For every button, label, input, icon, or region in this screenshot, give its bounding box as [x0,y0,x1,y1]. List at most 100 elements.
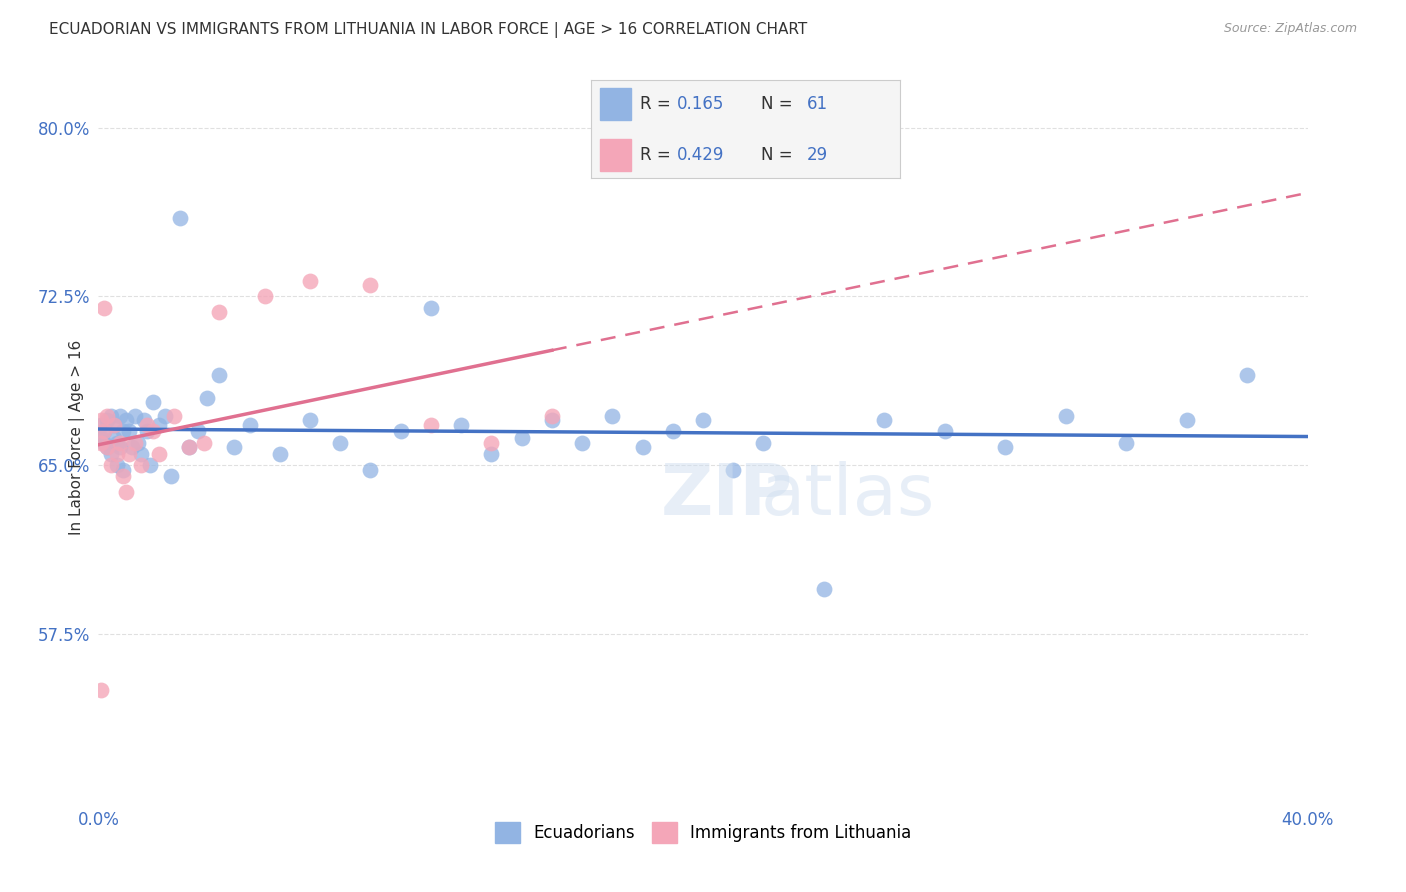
Point [510,431,533,445]
Text: atlas: atlas [761,461,935,530]
Point [631,440,654,454]
Point [253,289,276,303]
Point [873,413,896,427]
Point [299,413,322,427]
Point [142,425,165,439]
Y-axis label: In Labor Force | Age > 16: In Labor Force | Age > 16 [69,340,84,534]
Point [994,440,1017,454]
Point [100,409,122,423]
Point [132,413,155,427]
Point [420,417,443,432]
Point [142,395,165,409]
Point [1054,409,1077,423]
Point [1115,435,1137,450]
Point [100,447,122,461]
Text: Source: ZipAtlas.com: Source: ZipAtlas.com [1223,22,1357,36]
Point [103,431,125,445]
Point [1236,368,1258,383]
Text: 0.165: 0.165 [678,95,724,112]
Point [661,425,683,439]
Point [90,417,112,432]
Bar [600,87,631,120]
Point [208,368,231,383]
Text: 61: 61 [807,95,828,112]
Point [934,425,956,439]
Point [105,435,128,450]
Point [540,409,562,423]
Point [96,413,118,427]
Point [723,463,745,477]
Text: R =: R = [640,146,676,164]
Point [111,463,134,477]
Point [148,447,170,461]
Point [239,417,262,432]
Point [129,447,152,461]
Point [299,274,322,288]
Point [163,409,186,423]
Point [813,582,835,596]
Point [108,435,131,450]
Point [90,413,112,427]
Point [96,409,118,423]
Point [481,447,503,461]
Point [571,435,593,450]
Point [121,440,143,454]
Legend: Ecuadorians, Immigrants from Lithuania: Ecuadorians, Immigrants from Lithuania [488,815,918,849]
Text: N =: N = [761,146,797,164]
Point [129,458,152,473]
Point [105,458,128,473]
Point [360,463,382,477]
Point [329,435,352,450]
Text: 29: 29 [807,146,828,164]
Text: ECUADORIAN VS IMMIGRANTS FROM LITHUANIA IN LABOR FORCE | AGE > 16 CORRELATION CH: ECUADORIAN VS IMMIGRANTS FROM LITHUANIA … [49,22,807,38]
Point [148,417,170,432]
Point [602,409,624,423]
Point [135,417,157,432]
Point [193,435,215,450]
Point [93,435,115,450]
Point [93,425,115,439]
Point [105,447,128,461]
Point [127,435,149,450]
Text: N =: N = [761,95,797,112]
Point [179,440,201,454]
Point [90,435,112,450]
Point [179,440,201,454]
Point [96,440,118,454]
Point [208,305,231,319]
Text: R =: R = [640,95,676,112]
Point [389,425,412,439]
Point [1175,413,1198,427]
Point [160,469,183,483]
Point [118,425,141,439]
Point [90,683,112,698]
Point [103,417,125,432]
Point [108,440,131,454]
Point [111,469,134,483]
Point [103,417,125,432]
Point [195,391,218,405]
Point [420,301,443,315]
Point [93,425,115,439]
Point [224,440,246,454]
Point [108,409,131,423]
Point [111,425,134,439]
Point [100,458,122,473]
Point [124,435,146,450]
Text: 0.429: 0.429 [678,146,724,164]
Point [481,435,503,450]
Point [153,409,176,423]
Point [118,447,141,461]
Point [692,413,714,427]
Point [269,447,291,461]
Point [114,485,136,500]
Point [114,413,136,427]
Bar [600,139,631,171]
Point [96,440,118,454]
Point [139,458,162,473]
Point [540,413,562,427]
Point [360,278,382,293]
Point [135,425,157,439]
Point [124,409,146,423]
Point [93,301,115,315]
